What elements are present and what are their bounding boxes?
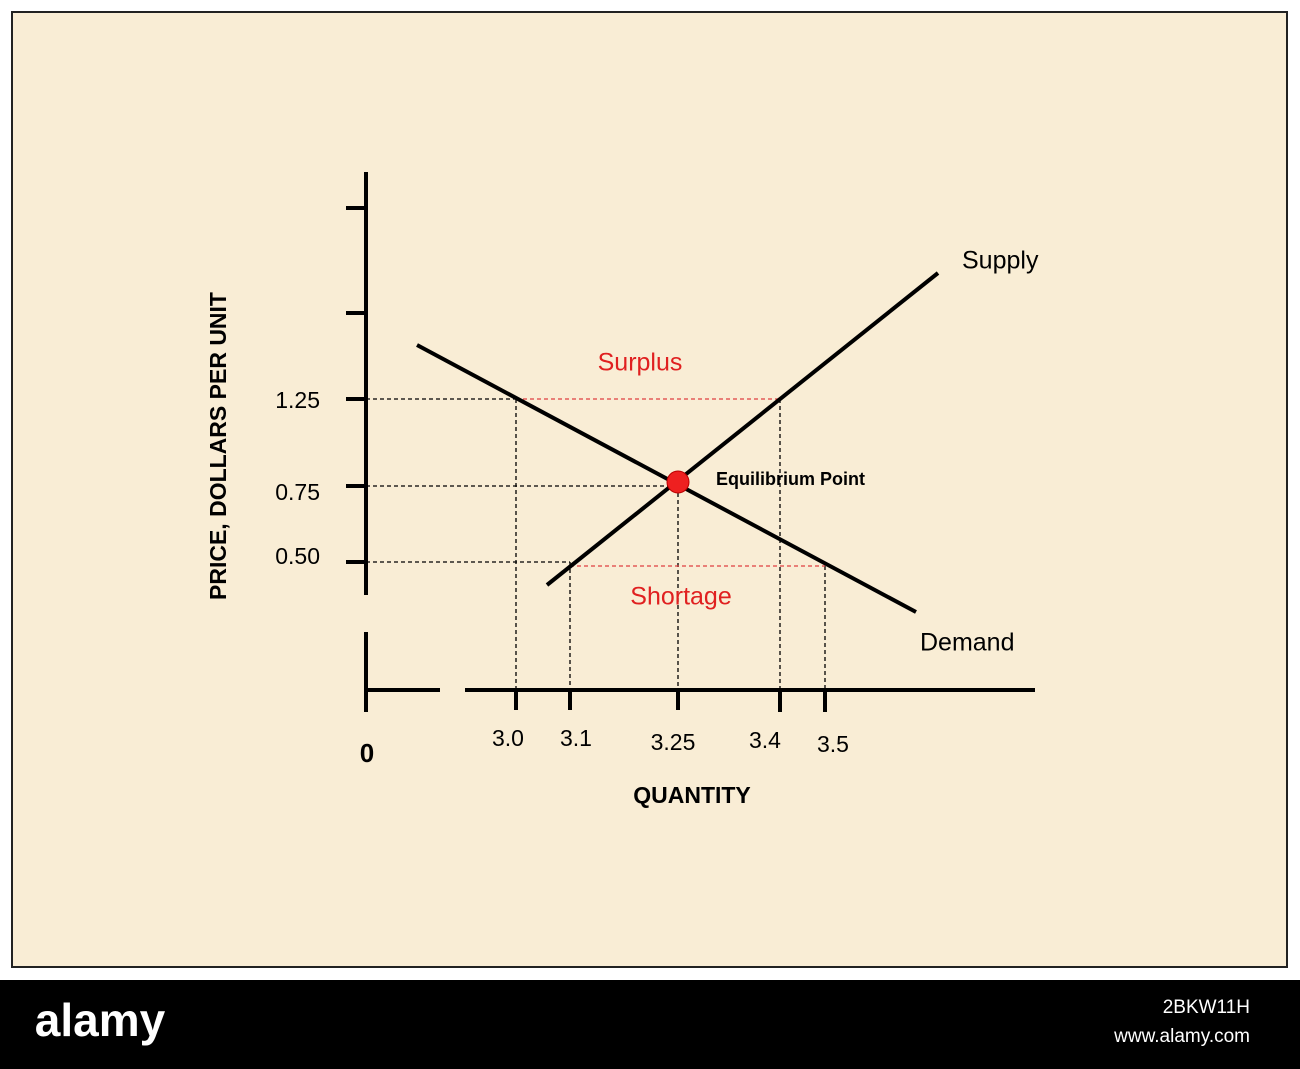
footer-bar (0, 980, 1300, 1069)
demand-curve (416, 343, 917, 614)
footer-url: www.alamy.com (1113, 1026, 1250, 1047)
footer-brand: alamy (35, 994, 166, 1046)
shortage-label: Shortage (630, 583, 731, 611)
x-tick-label: 3.25 (651, 729, 696, 755)
guide-lines (366, 398, 826, 690)
x-tick-label: 3.0 (492, 725, 524, 751)
demand-label: Demand (920, 629, 1015, 657)
x-tick-label: 3.5 (817, 731, 849, 757)
axes (346, 172, 1035, 712)
equilibrium-point (666, 470, 690, 494)
supply-curve (545, 271, 940, 587)
surplus-label: Surplus (598, 349, 683, 377)
gap-lines (516, 398, 825, 567)
y-tick-label: 0.75 (275, 479, 320, 505)
panel (11, 11, 1288, 968)
supply-label: Supply (962, 247, 1039, 275)
y-axis-title: PRICE, DOLLARS PER UNIT (205, 292, 231, 600)
footer-image-id: 2BKW11H (1163, 997, 1250, 1018)
x-tick-label: 3.4 (749, 727, 781, 753)
x-axis-title: QUANTITY (633, 782, 751, 808)
x-tick-label: 3.1 (560, 725, 592, 751)
y-tick-label: 0.50 (275, 543, 320, 569)
equilibrium-label: Equilibrium Point (716, 469, 865, 489)
y-tick-label: 1.25 (275, 387, 320, 413)
origin-label: 0 (360, 738, 374, 768)
